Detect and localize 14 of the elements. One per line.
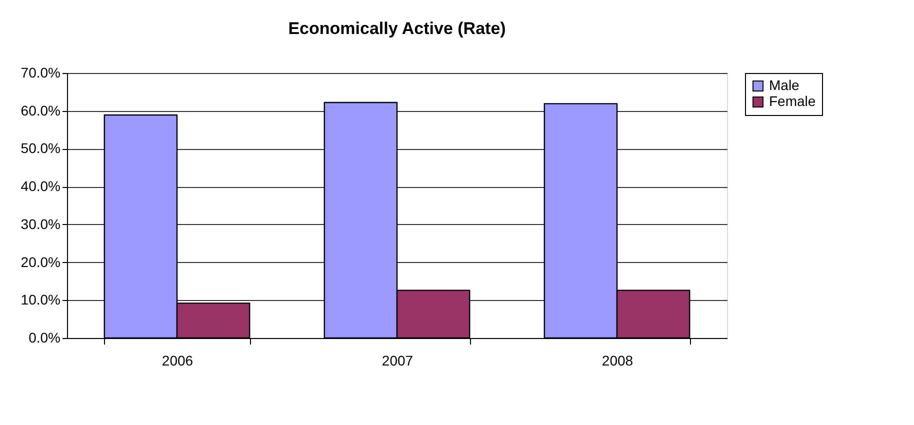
y-tick-label: 70.0% [20, 64, 60, 80]
chart-title: Economically Active (Rate) [288, 19, 506, 38]
x-tick-label: 2008 [602, 352, 634, 368]
y-tick-label: 40.0% [20, 178, 60, 194]
legend-label: Female [769, 93, 816, 109]
y-tick-label: 30.0% [20, 216, 60, 232]
y-tick-label: 0.0% [28, 330, 60, 346]
x-tick-label: 2007 [382, 352, 414, 368]
y-tick-label: 60.0% [20, 102, 60, 118]
y-tick-label: 20.0% [20, 254, 60, 270]
y-tick-label: 50.0% [20, 140, 60, 156]
x-tick-label: 2006 [162, 352, 194, 368]
y-tick-label: 10.0% [20, 292, 60, 308]
legend-label: Male [769, 77, 800, 93]
